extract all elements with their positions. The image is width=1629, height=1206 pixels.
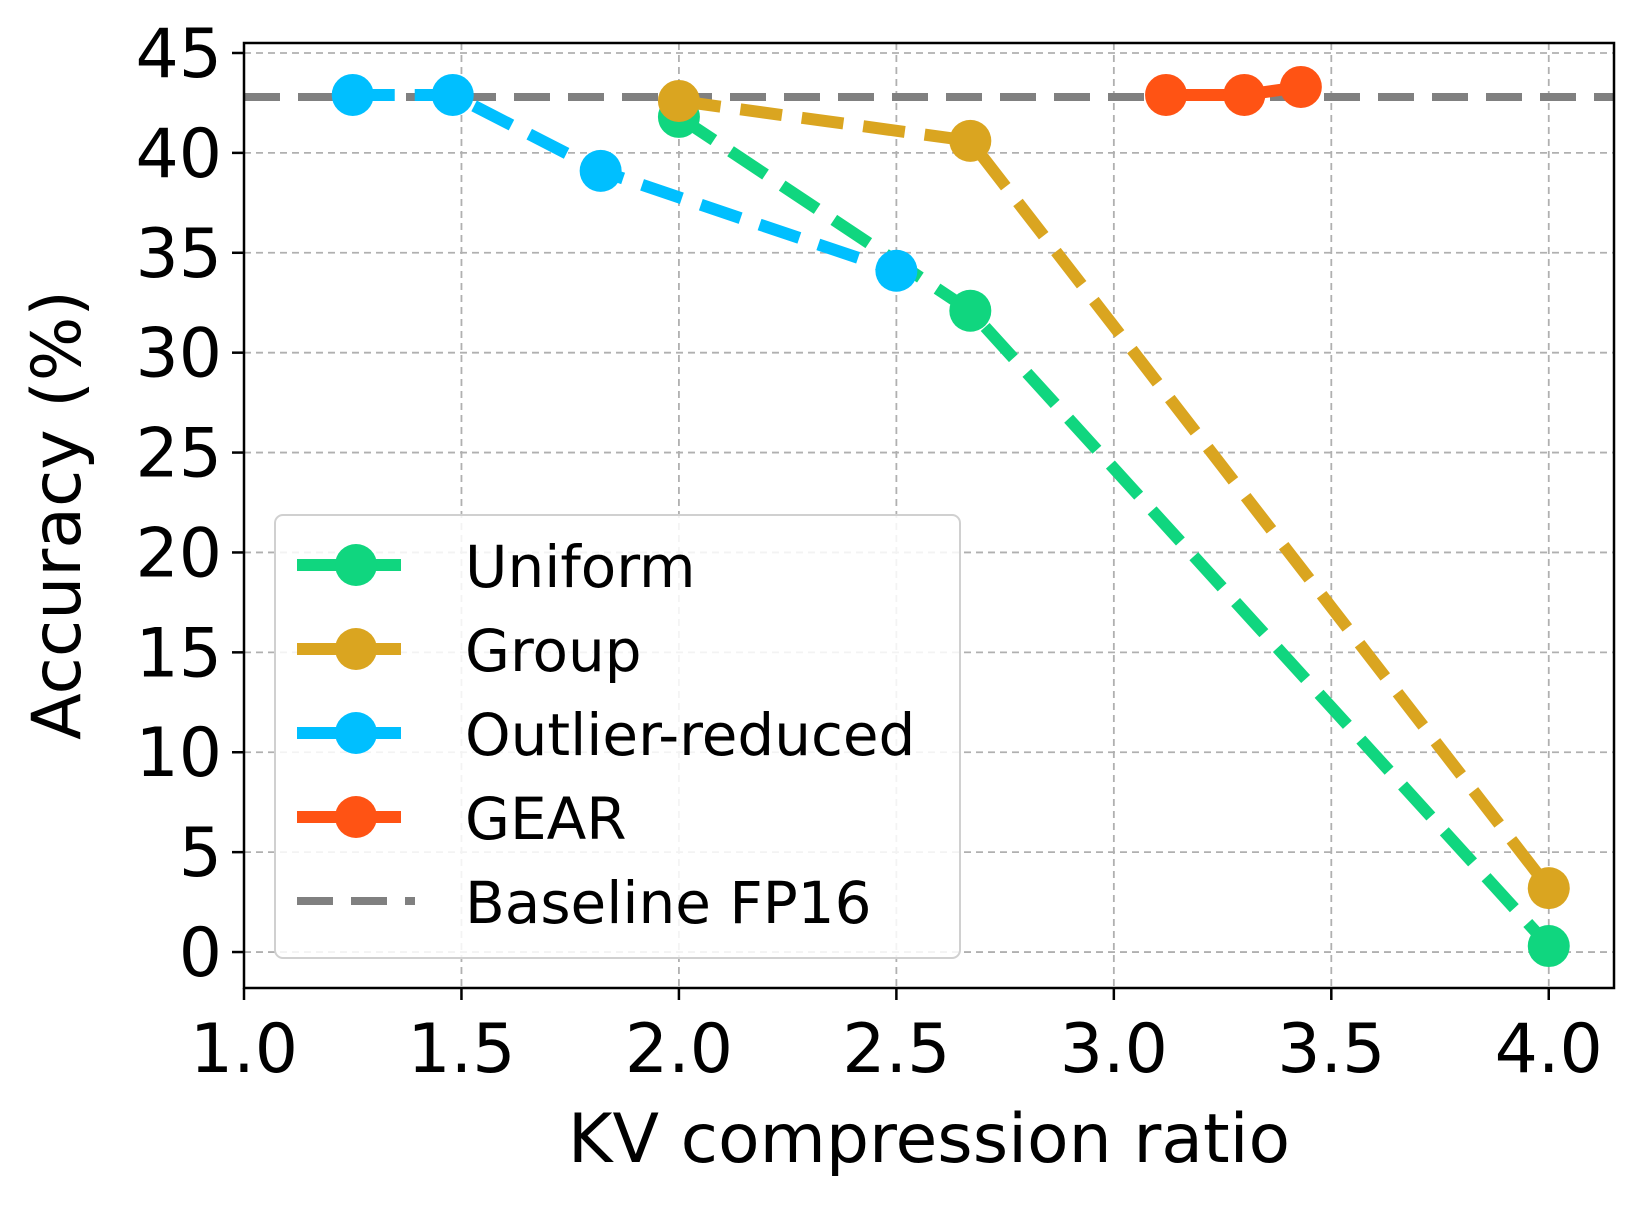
data-point-group — [657, 79, 700, 122]
x-tick-label: 3.0 — [1060, 1010, 1168, 1089]
legend-label-baseline-fp16: Baseline FP16 — [465, 869, 871, 937]
data-point-uniform — [1527, 925, 1570, 968]
data-point-group — [949, 119, 992, 162]
data-point-outlier-reduced — [431, 73, 474, 116]
data-point-gear — [1279, 65, 1322, 108]
y-tick-label: 45 — [135, 15, 222, 94]
x-tick-label: 3.5 — [1277, 1010, 1385, 1089]
x-axis-ticks: 1.0 1.5 2.0 2.5 3.0 3.5 4.0 — [190, 988, 1603, 1089]
y-tick-label: 25 — [135, 415, 222, 494]
y-tick-label: 20 — [135, 514, 222, 593]
y-tick-label: 5 — [179, 814, 222, 893]
y-tick-label: 35 — [135, 215, 222, 294]
y-axis-ticks: 0 5 10 15 20 25 30 35 40 45 — [135, 15, 244, 993]
series-layer — [331, 65, 1570, 968]
data-point-uniform — [949, 289, 992, 332]
legend-box — [274, 514, 961, 959]
y-tick-label: 30 — [135, 315, 222, 394]
legend-label-outlier-reduced: Outlier-reduced — [465, 701, 915, 769]
x-tick-label: 4.0 — [1495, 1010, 1603, 1089]
y-tick-label: 40 — [135, 115, 222, 194]
legend-swatch-marker-uniform — [335, 544, 377, 586]
legend-label-group: Group — [465, 617, 642, 685]
legend: Uniform Group Outlier-reduced GEAR Baseline … — [274, 514, 961, 959]
y-tick-label: 15 — [135, 614, 222, 693]
data-point-outlier-reduced — [579, 149, 622, 192]
data-point-outlier-reduced — [875, 249, 918, 292]
legend-swatch-marker-group — [335, 628, 377, 670]
data-point-gear — [1145, 73, 1188, 116]
data-point-group — [1527, 867, 1570, 910]
data-point-outlier-reduced — [331, 73, 374, 116]
x-axis-label: KV compression ratio — [568, 1100, 1290, 1179]
x-tick-label: 1.0 — [190, 1010, 298, 1089]
y-tick-label: 10 — [135, 714, 222, 793]
legend-label-gear: GEAR — [465, 785, 627, 853]
x-tick-label: 2.5 — [842, 1010, 950, 1089]
plot-frame — [242, 41, 1616, 990]
y-axis-label: Accuracy (%) — [18, 290, 97, 740]
legend-label-uniform: Uniform — [465, 533, 696, 601]
data-point-gear — [1223, 73, 1266, 116]
legend-swatch-marker-outlier-reduced — [335, 712, 377, 754]
x-tick-label: 1.5 — [407, 1010, 515, 1089]
series-line-group — [678, 94, 1554, 892]
legend-swatch-marker-gear — [335, 796, 377, 838]
x-tick-label: 2.0 — [625, 1010, 733, 1089]
y-tick-label: 0 — [179, 914, 222, 993]
